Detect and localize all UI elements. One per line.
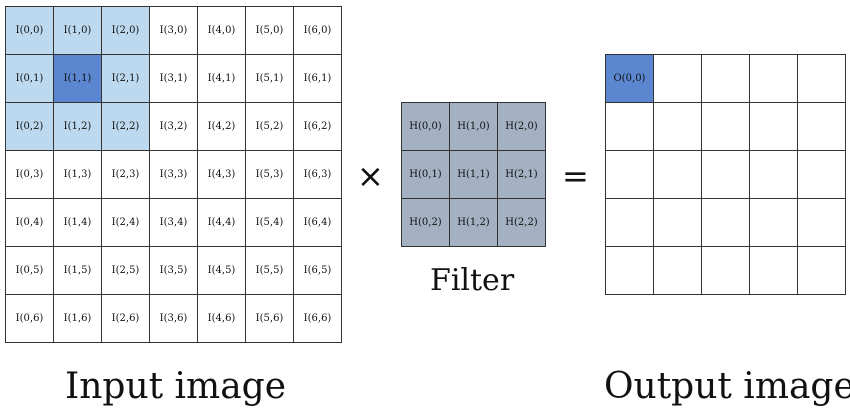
filter-cell: H(0,1) (402, 151, 450, 199)
output-image-grid: O(0,0) (605, 54, 846, 295)
output-cell (606, 103, 654, 151)
input-cell: I(5,1) (246, 55, 294, 103)
output-cell (798, 55, 846, 103)
filter-cell: H(1,0) (450, 103, 498, 151)
output-cell: O(0,0) (606, 55, 654, 103)
filter-cell: H(0,0) (402, 103, 450, 151)
input-cell: I(2,5) (102, 247, 150, 295)
input-cell: I(1,3) (54, 151, 102, 199)
input-cell: I(2,4) (102, 199, 150, 247)
filter-cell: H(1,2) (450, 199, 498, 247)
input-cell: I(0,5) (6, 247, 54, 295)
input-cell: I(0,6) (6, 295, 54, 343)
output-cell (654, 199, 702, 247)
input-cell: I(5,3) (246, 151, 294, 199)
input-cell: I(3,6) (150, 295, 198, 343)
output-cell (606, 151, 654, 199)
input-cell: I(3,2) (150, 103, 198, 151)
input-cell: I(1,2) (54, 103, 102, 151)
output-cell (606, 199, 654, 247)
output-cell (750, 247, 798, 295)
output-cell (702, 55, 750, 103)
multiply-operator: × (357, 157, 384, 195)
input-cell: I(1,5) (54, 247, 102, 295)
output-cell (750, 151, 798, 199)
output-cell (654, 151, 702, 199)
filter-cell: H(1,1) (450, 151, 498, 199)
input-cell: I(4,3) (198, 151, 246, 199)
input-cell: I(4,1) (198, 55, 246, 103)
input-cell: I(4,5) (198, 247, 246, 295)
input-image-caption: Input image (65, 366, 287, 407)
filter-caption: Filter (430, 263, 515, 298)
input-cell: I(2,0) (102, 7, 150, 55)
input-image-grid: I(0,0) I(1,0) I(2,0) I(3,0) I(4,0) I(5,0) I(6,… (5, 6, 342, 343)
input-cell: I(2,6) (102, 295, 150, 343)
output-cell (702, 103, 750, 151)
input-cell: I(6,6) (294, 295, 342, 343)
equals-operator: = (562, 157, 589, 195)
output-cell (798, 151, 846, 199)
input-cell: I(6,0) (294, 7, 342, 55)
input-cell: I(5,6) (246, 295, 294, 343)
input-cell: I(6,1) (294, 55, 342, 103)
input-cell: I(6,4) (294, 199, 342, 247)
input-cell: I(1,6) (54, 295, 102, 343)
input-cell: I(6,2) (294, 103, 342, 151)
input-cell: I(4,4) (198, 199, 246, 247)
input-cell: I(6,5) (294, 247, 342, 295)
output-cell (606, 247, 654, 295)
input-cell: I(2,3) (102, 151, 150, 199)
input-cell: I(0,3) (6, 151, 54, 199)
output-cell (750, 55, 798, 103)
output-cell (654, 247, 702, 295)
input-cell: I(3,3) (150, 151, 198, 199)
output-cell (798, 199, 846, 247)
output-image-caption: Output image (604, 366, 850, 407)
output-cell (750, 103, 798, 151)
filter-cell: H(2,0) (498, 103, 546, 151)
output-cell (702, 247, 750, 295)
input-cell: I(3,1) (150, 55, 198, 103)
input-cell: I(4,0) (198, 7, 246, 55)
input-cell: I(2,2) (102, 103, 150, 151)
input-cell: I(5,2) (246, 103, 294, 151)
input-cell: I(5,0) (246, 7, 294, 55)
input-cell: I(5,5) (246, 247, 294, 295)
input-cell: I(1,0) (54, 7, 102, 55)
input-cell: I(0,2) (6, 103, 54, 151)
input-cell: I(3,5) (150, 247, 198, 295)
input-cell: I(3,0) (150, 7, 198, 55)
input-cell: I(4,6) (198, 295, 246, 343)
input-cell: I(0,0) (6, 7, 54, 55)
output-cell (654, 55, 702, 103)
output-cell (702, 199, 750, 247)
input-cell: I(6,3) (294, 151, 342, 199)
input-cell: I(1,1) (54, 55, 102, 103)
filter-cell: H(0,2) (402, 199, 450, 247)
input-cell: I(2,1) (102, 55, 150, 103)
input-cell: I(0,4) (6, 199, 54, 247)
input-cell: I(5,4) (246, 199, 294, 247)
output-cell (750, 199, 798, 247)
output-cell (654, 103, 702, 151)
filter-cell: H(2,2) (498, 199, 546, 247)
input-cell: I(0,1) (6, 55, 54, 103)
output-cell (798, 103, 846, 151)
filter-cell: H(2,1) (498, 151, 546, 199)
output-cell (702, 151, 750, 199)
input-cell: I(4,2) (198, 103, 246, 151)
filter-grid: H(0,0) H(1,0) H(2,0) H(0,1) H(1,1) H(2,1) H(0,… (401, 102, 546, 247)
output-cell (798, 247, 846, 295)
input-cell: I(1,4) (54, 199, 102, 247)
input-cell: I(3,4) (150, 199, 198, 247)
